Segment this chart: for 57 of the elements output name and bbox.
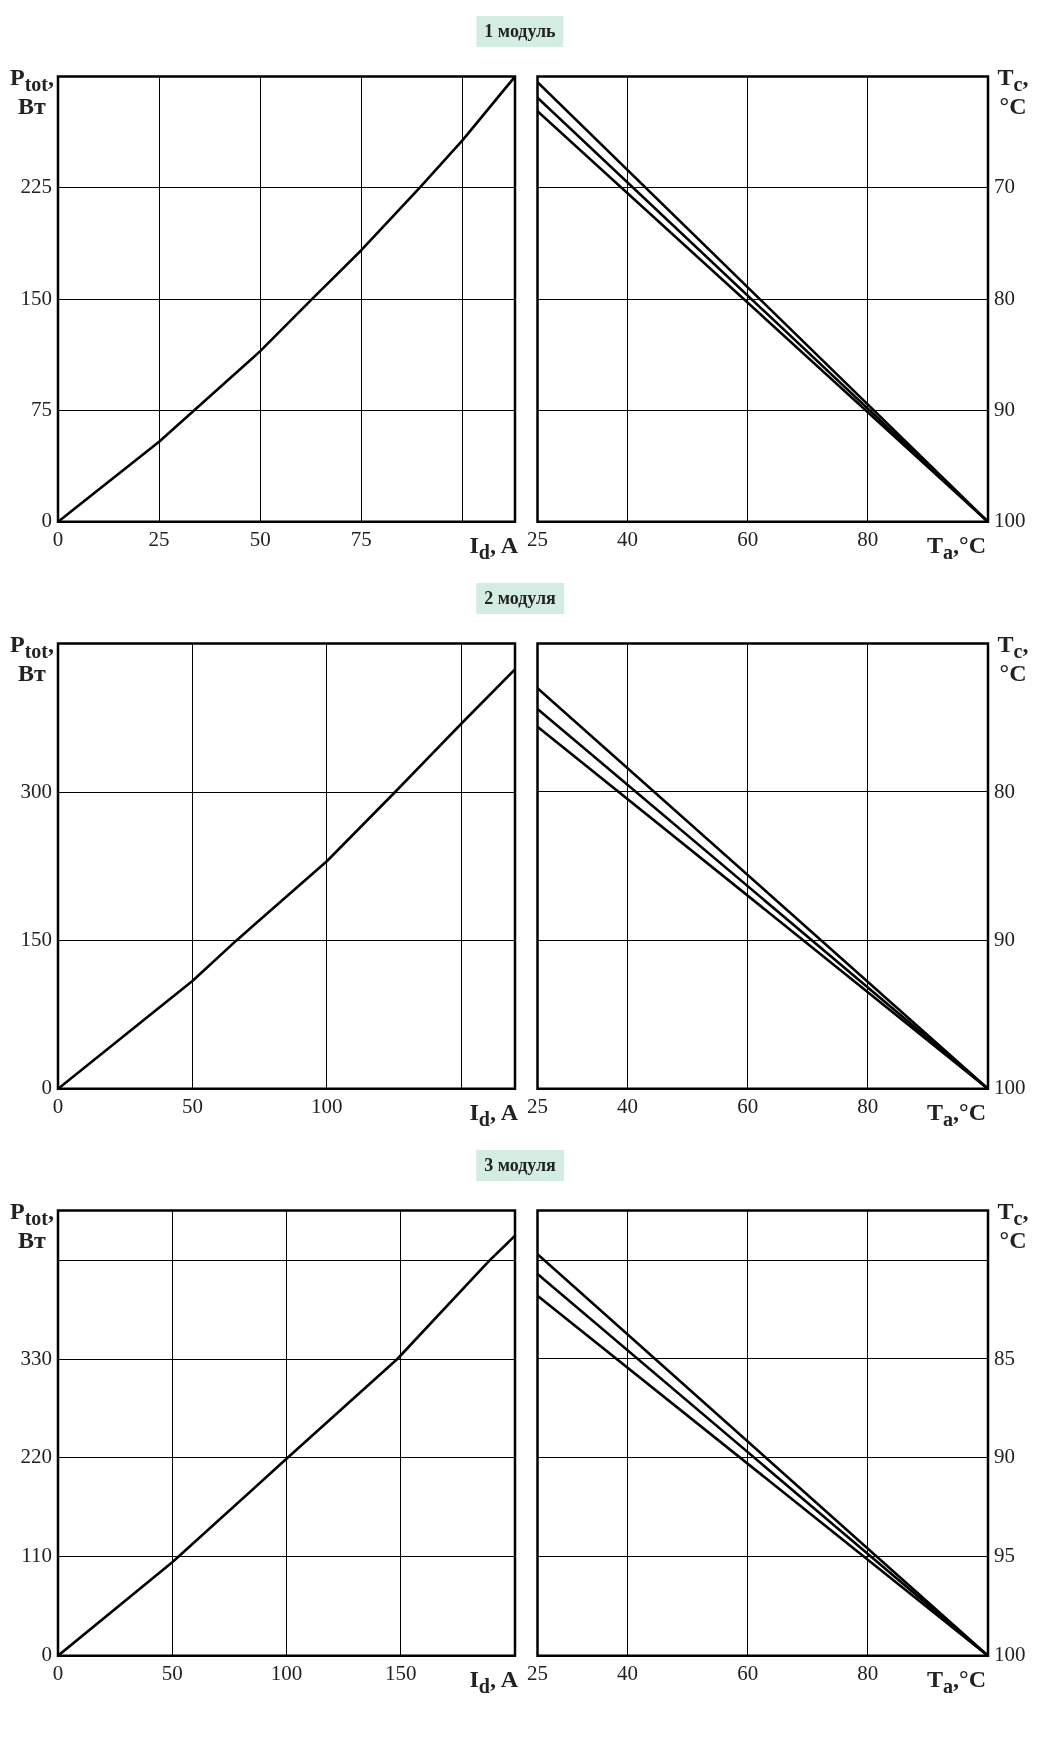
y-axis-title: T$_{c}$, °C (990, 631, 1036, 686)
y-tick-label: 110 (21, 1543, 52, 1568)
x-tick-label: 150 (385, 1660, 417, 1685)
x-tick-label: 25 (527, 1660, 548, 1685)
y-axis-title: P$_{tot}$, Вт (8, 64, 56, 119)
y-tick-label: 90 (994, 926, 1015, 951)
y-tick-label: 85 (994, 1345, 1015, 1370)
x-tick-label: 40 (617, 1660, 639, 1685)
y-tick-label: 150 (20, 285, 52, 310)
y-axis-title: T$_{c}$, °C (990, 1198, 1036, 1253)
x-tick-label: 25 (148, 526, 170, 551)
y-tick-label: 330 (20, 1345, 52, 1370)
y-tick-label: 100 (994, 1642, 1026, 1667)
y-axis-title: T$_{c}$, °C (990, 64, 1036, 119)
x-tick-label: 100 (311, 1093, 343, 1118)
chart-title: 3 модуля (476, 1150, 564, 1181)
x-axis-title: I$_{d}$, A (467, 532, 520, 563)
x-tick-label: 60 (737, 1660, 759, 1685)
y-tick-label: 225 (20, 174, 52, 199)
y-tick-label: 150 (20, 926, 52, 951)
x-tick-label: 40 (617, 526, 639, 551)
y-tick-label: 0 (41, 1075, 52, 1100)
y-tick-label: 300 (20, 778, 52, 803)
x-tick-label: 25 (527, 526, 548, 551)
x-axis-title: T$_{a}$,°C (925, 1666, 988, 1697)
x-axis-title: I$_{d}$, A (467, 1666, 520, 1697)
x-tick-label: 50 (181, 1093, 203, 1118)
x-axis-title: I$_{d}$, A (467, 1099, 520, 1130)
y-tick-label: 100 (994, 1075, 1026, 1100)
x-tick-label: 75 (350, 526, 372, 551)
y-tick-label: 75 (31, 397, 52, 422)
y-tick-label: 100 (994, 508, 1026, 533)
y-tick-label: 220 (20, 1444, 52, 1469)
x-tick-label: 80 (857, 1093, 879, 1118)
x-tick-label: 60 (737, 1093, 759, 1118)
x-tick-label: 60 (737, 526, 759, 551)
y-tick-label: 0 (41, 1642, 52, 1667)
y-tick-label: 90 (994, 397, 1015, 422)
y-tick-label: 95 (994, 1543, 1015, 1568)
y-tick-label: 90 (994, 1444, 1015, 1469)
y-tick-label: 80 (994, 285, 1015, 310)
y-axis-title: P$_{tot}$, Вт (8, 631, 56, 686)
x-tick-label: 50 (161, 1660, 183, 1685)
y-tick-label: 80 (994, 778, 1015, 803)
x-axis-title: T$_{a}$,°C (925, 532, 988, 563)
y-tick-label: 0 (41, 508, 52, 533)
y-tick-label: 70 (994, 174, 1015, 199)
x-axis-title: T$_{a}$,°C (925, 1099, 988, 1130)
x-tick-label: 80 (857, 1660, 879, 1685)
x-tick-label: 50 (249, 526, 271, 551)
chart-title: 2 модуля (476, 583, 564, 614)
x-tick-label: 100 (270, 1660, 303, 1685)
x-tick-label: 80 (857, 526, 879, 551)
chart-title: 1 модуль (476, 16, 564, 47)
x-tick-label: 40 (617, 1093, 639, 1118)
x-tick-label: 25 (527, 1093, 548, 1118)
y-axis-title: P$_{tot}$, Вт (8, 1198, 56, 1253)
